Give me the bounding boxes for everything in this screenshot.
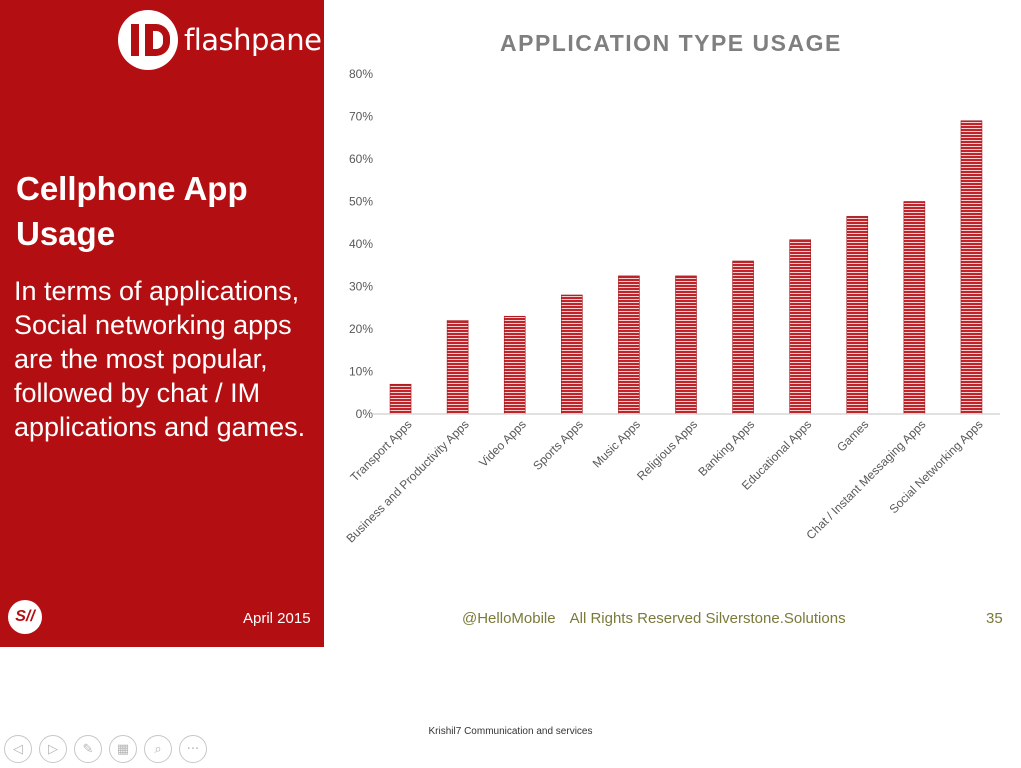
bar (960, 120, 983, 415)
bar (732, 260, 754, 415)
x-tick-label: Business and Productivity Apps (343, 417, 471, 545)
previous-icon[interactable]: ◁ (4, 735, 32, 763)
y-tick-label: 20% (349, 322, 373, 336)
bar (446, 320, 469, 415)
slide-title: Cellphone App Usage (16, 170, 248, 252)
bottom-caption: Krishil7 Communication and services (428, 726, 593, 737)
y-tick-label: 80% (349, 67, 373, 81)
footer-center: @HelloMobile All Rights Reserved Silverst… (462, 610, 846, 627)
footer-rights: All Rights Reserved Silverstone.Solution… (569, 610, 846, 627)
left-panel: flashpanel Cellphone App Usage In terms … (0, 0, 329, 647)
y-tick-label: 50% (349, 195, 373, 209)
y-tick-label: 10% (349, 365, 373, 379)
next-icon[interactable]: ▷ (39, 735, 67, 763)
y-tick-label: 30% (349, 280, 373, 294)
pen-icon[interactable]: ✎ (74, 735, 102, 763)
x-tick-label: Banking Apps (695, 417, 757, 479)
bar (618, 275, 640, 415)
bar (561, 294, 583, 415)
presentation-toolbar: ◁ ▷ ✎ ▦ ⌕ ··· (4, 735, 207, 763)
bar (503, 315, 526, 415)
bar-chart: 0%10%20%30%40%50%60%70%80% Transport App… (343, 67, 1000, 546)
more-icon[interactable]: ··· (179, 735, 207, 763)
footer-handle: @HelloMobile (462, 610, 556, 627)
bar (389, 383, 412, 415)
zoom-icon[interactable]: ⌕ (144, 735, 172, 763)
x-tick-label: Religious Apps (634, 417, 700, 483)
x-tick-label: Chat / Instant Messaging Apps (803, 417, 928, 542)
bar (846, 216, 869, 415)
x-tick-label: Video Apps (476, 417, 529, 470)
flashpanel-logo-icon (118, 10, 178, 70)
y-tick-label: 40% (349, 237, 373, 251)
y-tick-label: 60% (349, 152, 373, 166)
x-tick-label: Social Networking Apps (887, 417, 986, 516)
page-number: 35 (986, 610, 1003, 627)
y-tick-label: 70% (349, 110, 373, 124)
x-tick-label: Games (834, 417, 871, 454)
x-tick-label: Music Apps (590, 417, 643, 470)
x-tick-label: Sports Apps (530, 417, 586, 473)
bar (675, 275, 697, 415)
slide-date: April 2015 (243, 610, 311, 627)
flashpanel-logo: flashpanel (118, 10, 329, 70)
brand-name: flashpanel (184, 23, 329, 57)
silverstone-logo-icon: S// (8, 600, 42, 634)
slides-icon[interactable]: ▦ (109, 735, 137, 763)
bar (903, 201, 926, 415)
slide-body: In terms of applications, Social network… (14, 276, 306, 442)
y-tick-label: 0% (356, 407, 374, 421)
chart-title: APPLICATION TYPE USAGE (500, 30, 842, 56)
bar (789, 239, 811, 415)
